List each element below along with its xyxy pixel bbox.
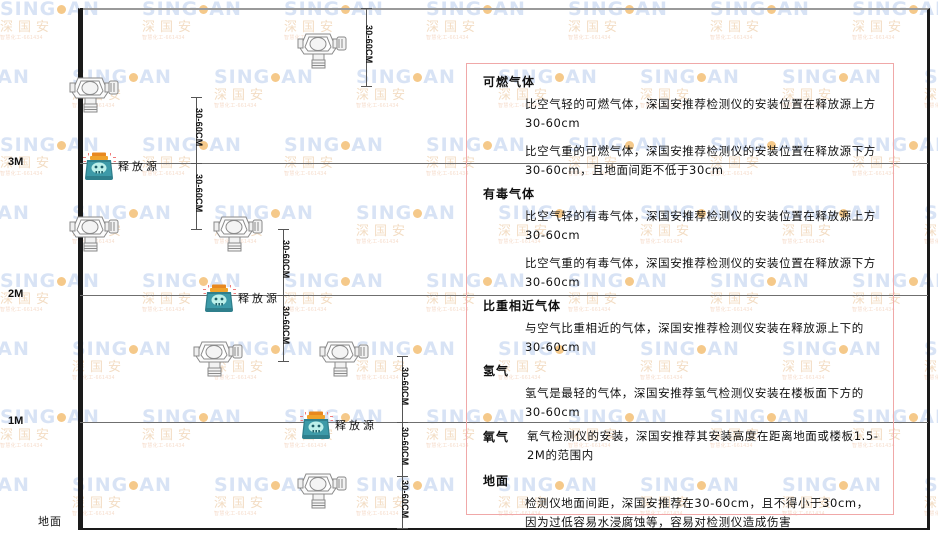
panel-section-text: 氧气检测仪的安装，深国安推荐其安装高度在距离地面或楼板1.5-2M的范围内 <box>527 429 879 462</box>
dimension-tick <box>191 97 202 98</box>
dimension-tick <box>278 229 289 230</box>
dimension-line <box>196 97 197 163</box>
source-1m-icon <box>300 411 334 441</box>
diagram-frame <box>78 8 930 530</box>
panel-section-heading: 比重相近气体 <box>483 299 562 313</box>
panel-section-text: 氢气是最轻的气体，深国安推荐氢气检测仪安装在楼板面下方的30-60cm <box>525 386 864 419</box>
panel-section-text: 比空气重的有毒气体，深国安推荐检测仪的安装位置在释放源下方30-60cm <box>525 256 876 289</box>
panel-section-heading: 有毒气体 <box>483 187 536 201</box>
panel-section-text: 与空气比重相近的气体，深国安推荐检测仪安装在释放源上下的30-60cm <box>525 321 864 354</box>
dimension-tick <box>191 229 202 230</box>
dimension-label: 30-60CM <box>281 240 291 279</box>
dimension-line <box>283 295 284 361</box>
dimension-tick <box>361 86 372 87</box>
dimension-tick <box>278 295 289 296</box>
dimension-tick <box>361 8 372 9</box>
panel-section: 可燃气体比空气轻的可燃气体，深国安推荐检测仪的安装位置在释放源上方30-60cm… <box>481 73 879 180</box>
dimension-tick <box>397 528 408 529</box>
axis-label-3m: 3M <box>8 156 24 168</box>
dimension-label: 30-60CM <box>400 427 410 466</box>
dimension-line <box>366 8 367 86</box>
panel-section: 地面检测仪地面间距，深国安推荐在30-60cm，且不得小于30cm，因为过低容易… <box>481 472 879 532</box>
dimension-tick <box>397 476 408 477</box>
detector-below-2m-icon <box>192 330 244 377</box>
panel-section-text: 比空气轻的有毒气体，深国安推荐检测仪的安装位置在释放源上方30-60cm <box>525 209 876 242</box>
source-label: 释放源 <box>118 160 160 173</box>
dimension-line <box>402 422 403 476</box>
dimension-tick <box>278 361 289 362</box>
panel-section-heading: 可燃气体 <box>483 75 536 89</box>
dimension-tick <box>397 356 408 357</box>
panel-section: 氢气氢气是最轻的气体，深国安推荐氢气检测仪安装在楼板面下方的30-60cm <box>481 362 879 422</box>
panel-section: 比重相近气体与空气比重相近的气体，深国安推荐检测仪安装在释放源上下的30-60c… <box>481 297 879 357</box>
dimension-label: 30-60CM <box>194 174 204 213</box>
dimension-label: 30-60CM <box>194 108 204 147</box>
dimension-line <box>402 356 403 422</box>
dimension-line <box>196 163 197 229</box>
source-2m-icon <box>203 284 237 314</box>
detector-below-1m-icon <box>296 462 348 509</box>
dimension-line <box>402 476 403 528</box>
dimension-label: 30-60CM <box>281 306 291 345</box>
panel-section: 有毒气体比空气轻的有毒气体，深国安推荐检测仪的安装位置在释放源上方30-60cm… <box>481 185 879 292</box>
panel-section-text: 比空气重的可燃气体，深国安推荐检测仪的安装位置在释放源下方30-60cm，且地面… <box>525 144 876 177</box>
dimension-label: 30-60CM <box>400 367 410 406</box>
detector-below-3m-icon <box>68 205 120 252</box>
detector-upper-left-icon <box>68 66 120 113</box>
dimension-line <box>283 229 284 295</box>
dimension-tick <box>191 163 202 164</box>
panel-section: 氧气 氧气检测仪的安装，深国安推荐其安装高度在距离地面或楼板1.5-2M的范围内 <box>481 427 879 465</box>
panel-section-heading: 地面 <box>483 474 510 488</box>
panel-section-text: 检测仪地面间距，深国安推荐在30-60cm，且不得小于30cm，因为过低容易水浸… <box>525 496 869 529</box>
scale-line-1m <box>80 422 928 423</box>
info-panel: 可燃气体比空气轻的可燃气体，深国安推荐检测仪的安装位置在释放源上方30-60cm… <box>466 63 894 529</box>
panel-section-text: 比空气轻的可燃气体，深国安推荐检测仪的安装位置在释放源上方30-60cm <box>525 97 876 130</box>
detector-right-of-3m-icon <box>212 205 264 252</box>
source-label: 释放源 <box>335 419 377 432</box>
axis-label-2m: 2M <box>8 288 24 300</box>
axis-label-1m: 1M <box>8 415 24 427</box>
vertical-axis <box>80 8 83 530</box>
dimension-label: 30-60CM <box>400 480 410 519</box>
panel-section-heading: 氧气 <box>483 430 510 444</box>
ground-label: 地面 <box>38 515 62 528</box>
dimension-tick <box>397 422 408 423</box>
panel-section-heading: 氢气 <box>483 364 510 378</box>
scale-line-2m <box>80 295 928 296</box>
scale-line-3m <box>80 163 928 164</box>
detector-right-of-2m-icon <box>318 330 370 377</box>
source-label: 释放源 <box>238 292 280 305</box>
source-3m-icon <box>83 152 117 182</box>
dimension-label: 30-60CM <box>364 25 374 64</box>
detector-top-right-icon <box>296 22 348 69</box>
